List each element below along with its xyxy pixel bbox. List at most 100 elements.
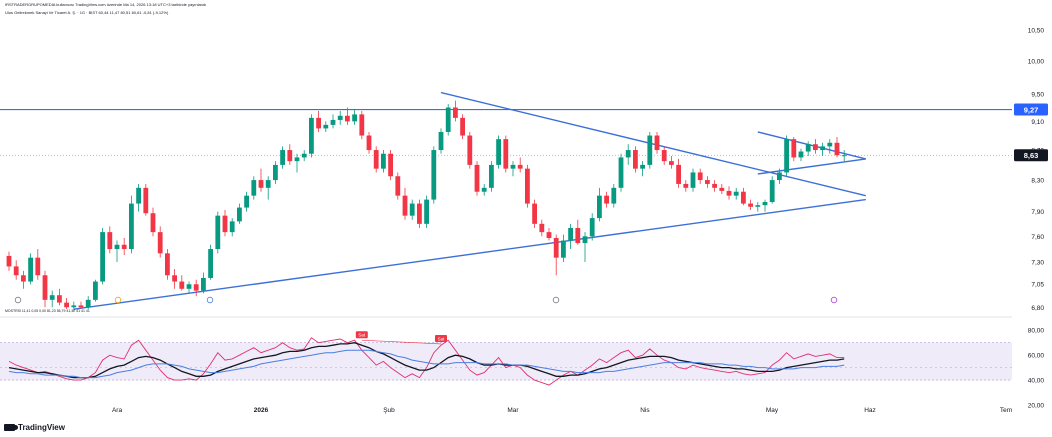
candle[interactable] — [813, 144, 818, 151]
candle[interactable] — [359, 114, 365, 136]
candle[interactable] — [460, 117, 465, 136]
candle[interactable] — [748, 203, 753, 207]
candle[interactable] — [301, 153, 307, 158]
candle[interactable] — [345, 115, 350, 122]
candle[interactable] — [6, 255, 12, 267]
event-marker-icon[interactable] — [552, 296, 560, 304]
candle[interactable] — [229, 221, 235, 233]
candle[interactable] — [150, 213, 156, 233]
candle[interactable] — [705, 180, 710, 184]
candle[interactable] — [431, 150, 437, 200]
candle[interactable] — [510, 164, 516, 169]
candle[interactable] — [251, 180, 257, 196]
candle[interactable] — [208, 249, 213, 278]
candle[interactable] — [193, 284, 199, 291]
candle[interactable] — [57, 295, 62, 303]
candle[interactable] — [525, 168, 530, 204]
candle[interactable] — [273, 164, 278, 181]
candle[interactable] — [316, 117, 321, 129]
candle[interactable] — [64, 302, 69, 308]
candle[interactable] — [417, 203, 422, 224]
candle[interactable] — [741, 191, 746, 204]
candle[interactable] — [539, 223, 545, 233]
candle[interactable] — [561, 240, 566, 258]
candle[interactable] — [287, 150, 293, 162]
candle[interactable] — [402, 195, 408, 216]
candle[interactable] — [575, 227, 581, 244]
candle[interactable] — [100, 232, 105, 282]
candle[interactable] — [820, 146, 825, 151]
candle[interactable] — [625, 150, 631, 158]
candle[interactable] — [215, 215, 221, 250]
candle[interactable] — [676, 164, 681, 184]
candle[interactable] — [553, 237, 559, 258]
candle[interactable] — [661, 150, 667, 162]
trendline-4[interactable] — [757, 131, 866, 160]
candle[interactable] — [143, 187, 149, 214]
candle[interactable] — [841, 155, 847, 157]
candle[interactable] — [791, 139, 797, 158]
candle[interactable] — [78, 305, 84, 308]
candle[interactable] — [489, 164, 494, 188]
candle[interactable] — [35, 257, 41, 276]
candle[interactable] — [352, 114, 357, 122]
candle[interactable] — [179, 281, 185, 289]
candle[interactable] — [71, 305, 77, 308]
event-marker-icon[interactable] — [206, 296, 214, 304]
candle[interactable] — [568, 227, 573, 241]
candle[interactable] — [373, 150, 379, 169]
candle[interactable] — [172, 275, 177, 282]
candle[interactable] — [129, 203, 134, 250]
candle[interactable] — [683, 183, 689, 188]
candle[interactable] — [201, 277, 206, 291]
candle[interactable] — [726, 190, 732, 196]
candle[interactable] — [258, 180, 264, 188]
candle[interactable] — [582, 236, 588, 244]
candle[interactable] — [496, 139, 501, 165]
candle[interactable] — [114, 244, 120, 250]
candle[interactable] — [330, 119, 336, 125]
candle[interactable] — [640, 164, 645, 169]
candle[interactable] — [85, 299, 91, 308]
candle[interactable] — [618, 157, 624, 188]
candle[interactable] — [136, 187, 141, 204]
candle[interactable] — [337, 115, 343, 120]
candle[interactable] — [762, 201, 768, 206]
event-marker-icon[interactable] — [114, 296, 122, 304]
candle[interactable] — [222, 215, 228, 233]
candle[interactable] — [589, 218, 595, 237]
trendline-3[interactable] — [757, 158, 866, 175]
candle[interactable] — [654, 135, 660, 151]
event-marker-icon[interactable] — [830, 296, 838, 304]
candle[interactable] — [669, 161, 674, 165]
candle[interactable] — [121, 244, 127, 250]
candle[interactable] — [244, 195, 249, 208]
candle[interactable] — [474, 164, 480, 192]
candle[interactable] — [784, 139, 789, 173]
candle[interactable] — [93, 281, 98, 300]
candle[interactable] — [755, 205, 761, 207]
candle[interactable] — [697, 172, 703, 181]
candle[interactable] — [834, 142, 840, 156]
candle[interactable] — [777, 172, 782, 181]
candle[interactable] — [597, 195, 602, 219]
candle[interactable] — [21, 275, 26, 282]
trendline-1[interactable] — [73, 198, 866, 310]
event-marker-icon[interactable] — [14, 296, 22, 304]
candle[interactable] — [546, 232, 552, 238]
candle[interactable] — [265, 180, 271, 188]
candle[interactable] — [280, 150, 285, 165]
candle[interactable] — [13, 266, 19, 276]
candle[interactable] — [719, 187, 725, 191]
candle[interactable] — [805, 144, 811, 152]
candle[interactable] — [323, 124, 329, 129]
candle[interactable] — [157, 232, 163, 254]
candle[interactable] — [481, 187, 487, 192]
candle[interactable] — [712, 183, 717, 188]
candle[interactable] — [532, 203, 537, 224]
candle[interactable] — [186, 284, 192, 289]
candle[interactable] — [438, 131, 444, 151]
candle[interactable] — [827, 142, 833, 147]
candle[interactable] — [798, 151, 804, 158]
